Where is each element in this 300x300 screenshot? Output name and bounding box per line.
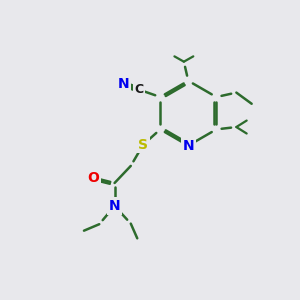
Text: S: S bbox=[138, 138, 148, 152]
Text: N: N bbox=[109, 199, 120, 213]
Text: O: O bbox=[88, 171, 99, 185]
Text: C: C bbox=[134, 83, 144, 96]
Text: N: N bbox=[118, 77, 130, 91]
Text: N: N bbox=[182, 139, 194, 153]
